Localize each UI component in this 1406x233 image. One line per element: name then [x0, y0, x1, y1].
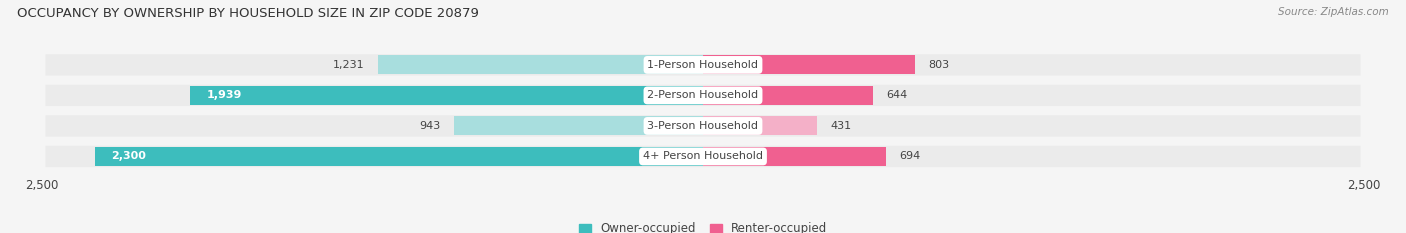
FancyBboxPatch shape — [45, 85, 1361, 106]
Text: 803: 803 — [928, 60, 949, 70]
Text: 2,300: 2,300 — [111, 151, 146, 161]
Bar — [703, 116, 817, 135]
Text: 644: 644 — [886, 90, 908, 100]
Bar — [190, 86, 703, 105]
FancyBboxPatch shape — [45, 146, 1361, 167]
FancyBboxPatch shape — [45, 54, 1361, 75]
Text: Source: ZipAtlas.com: Source: ZipAtlas.com — [1278, 7, 1389, 17]
Text: 943: 943 — [419, 121, 440, 131]
Bar — [703, 55, 915, 74]
Bar — [703, 86, 873, 105]
FancyBboxPatch shape — [45, 115, 1361, 137]
Text: 4+ Person Household: 4+ Person Household — [643, 151, 763, 161]
Bar — [454, 116, 703, 135]
Text: 1,939: 1,939 — [207, 90, 242, 100]
Text: OCCUPANCY BY OWNERSHIP BY HOUSEHOLD SIZE IN ZIP CODE 20879: OCCUPANCY BY OWNERSHIP BY HOUSEHOLD SIZE… — [17, 7, 479, 20]
Text: 3-Person Household: 3-Person Household — [648, 121, 758, 131]
Text: 2-Person Household: 2-Person Household — [647, 90, 759, 100]
Text: 1,231: 1,231 — [333, 60, 364, 70]
Bar — [703, 147, 886, 166]
Bar — [378, 55, 703, 74]
Legend: Owner-occupied, Renter-occupied: Owner-occupied, Renter-occupied — [579, 223, 827, 233]
Text: 1-Person Household: 1-Person Household — [648, 60, 758, 70]
Text: 694: 694 — [900, 151, 921, 161]
Text: 431: 431 — [830, 121, 851, 131]
Bar — [96, 147, 703, 166]
